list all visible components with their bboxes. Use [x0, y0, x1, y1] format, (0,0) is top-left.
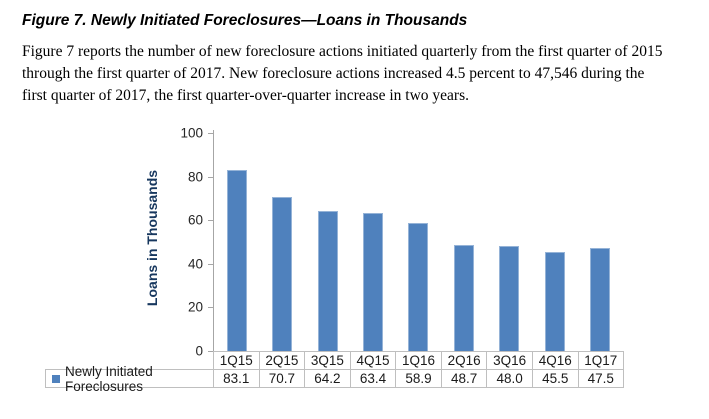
bar-column-4Q15 — [350, 133, 395, 351]
bar-column-2Q16 — [441, 133, 486, 351]
y-axis-tick-mark — [208, 176, 213, 178]
bar-column-1Q17 — [578, 133, 623, 351]
y-axis-title: Loans in Thousands — [144, 169, 160, 307]
plot-area — [214, 133, 623, 351]
y-axis-line — [213, 130, 214, 351]
legend-swatch-icon — [52, 374, 60, 383]
legend-label: Newly Initiated Foreclosures — [65, 363, 153, 394]
category-cell-2Q15: 2Q15 — [258, 351, 306, 370]
category-cell-1Q16: 1Q16 — [395, 351, 442, 370]
bar-3Q16 — [499, 246, 520, 351]
bar-2Q15 — [272, 196, 293, 351]
category-cell-1Q17: 1Q17 — [577, 351, 625, 370]
bar-1Q15 — [226, 169, 247, 351]
category-cell-3Q15: 3Q15 — [304, 351, 351, 370]
y-axis-tick-label: 0 — [195, 343, 203, 359]
y-axis-tick-mark — [208, 263, 213, 265]
bar-1Q17 — [590, 247, 611, 351]
value-cell-4Q16: 45.5 — [531, 369, 579, 388]
category-cell-3Q16: 3Q16 — [486, 351, 533, 370]
category-cell-4Q15: 4Q15 — [349, 351, 397, 370]
y-axis-tick-mark — [208, 133, 213, 134]
y-axis-tick-label: 20 — [187, 299, 203, 315]
y-axis-tick-mark — [208, 220, 213, 222]
value-cell-1Q17: 47.5 — [577, 369, 625, 388]
category-cell-1Q15: 1Q15 — [213, 351, 260, 370]
value-cell-2Q15: 70.7 — [258, 369, 306, 388]
y-axis-tick-mark — [208, 307, 213, 309]
category-cell-2Q16: 2Q16 — [440, 351, 488, 370]
bar-column-3Q15 — [305, 133, 350, 351]
bar-column-1Q16 — [396, 133, 441, 351]
category-row: 1Q15 2Q15 3Q15 4Q15 1Q16 2Q16 3Q16 4Q16 1Q17 — [45, 351, 625, 370]
value-row: Newly Initiated Foreclosures 83.1 70.7 64.… — [45, 364, 625, 394]
value-cell-3Q16: 48.0 — [486, 369, 533, 388]
y-axis-tick-label: 100 — [180, 125, 203, 141]
figure-description: Figure 7 reports the number of new forec… — [22, 43, 663, 104]
y-axis-tick-label: 40 — [187, 256, 203, 272]
bar-2Q16 — [453, 244, 474, 351]
figure-title: Figure 7. Newly Initiated Foreclosures—L… — [22, 12, 468, 29]
bar-4Q15 — [363, 212, 384, 351]
value-cell-4Q15: 63.4 — [349, 369, 397, 388]
bar-column-4Q16 — [532, 133, 577, 351]
category-cell-4Q16: 4Q16 — [531, 351, 579, 370]
bar-column-3Q16 — [487, 133, 532, 351]
bar-4Q16 — [544, 251, 565, 351]
value-cell-3Q15: 64.2 — [304, 369, 351, 388]
value-cell-2Q16: 48.7 — [440, 369, 488, 388]
bar-3Q15 — [317, 211, 338, 351]
y-axis-tick-mark — [208, 351, 213, 352]
value-cell-1Q15: 83.1 — [213, 369, 260, 388]
value-cell-1Q16: 58.9 — [395, 369, 442, 388]
y-axis-tick-label: 80 — [187, 169, 203, 185]
bar-1Q16 — [408, 222, 429, 351]
bar-column-2Q15 — [259, 133, 304, 351]
legend-cell: Newly Initiated Foreclosures — [45, 364, 214, 394]
bar-column-1Q15 — [214, 133, 259, 351]
y-axis-tick-label: 60 — [187, 212, 203, 228]
